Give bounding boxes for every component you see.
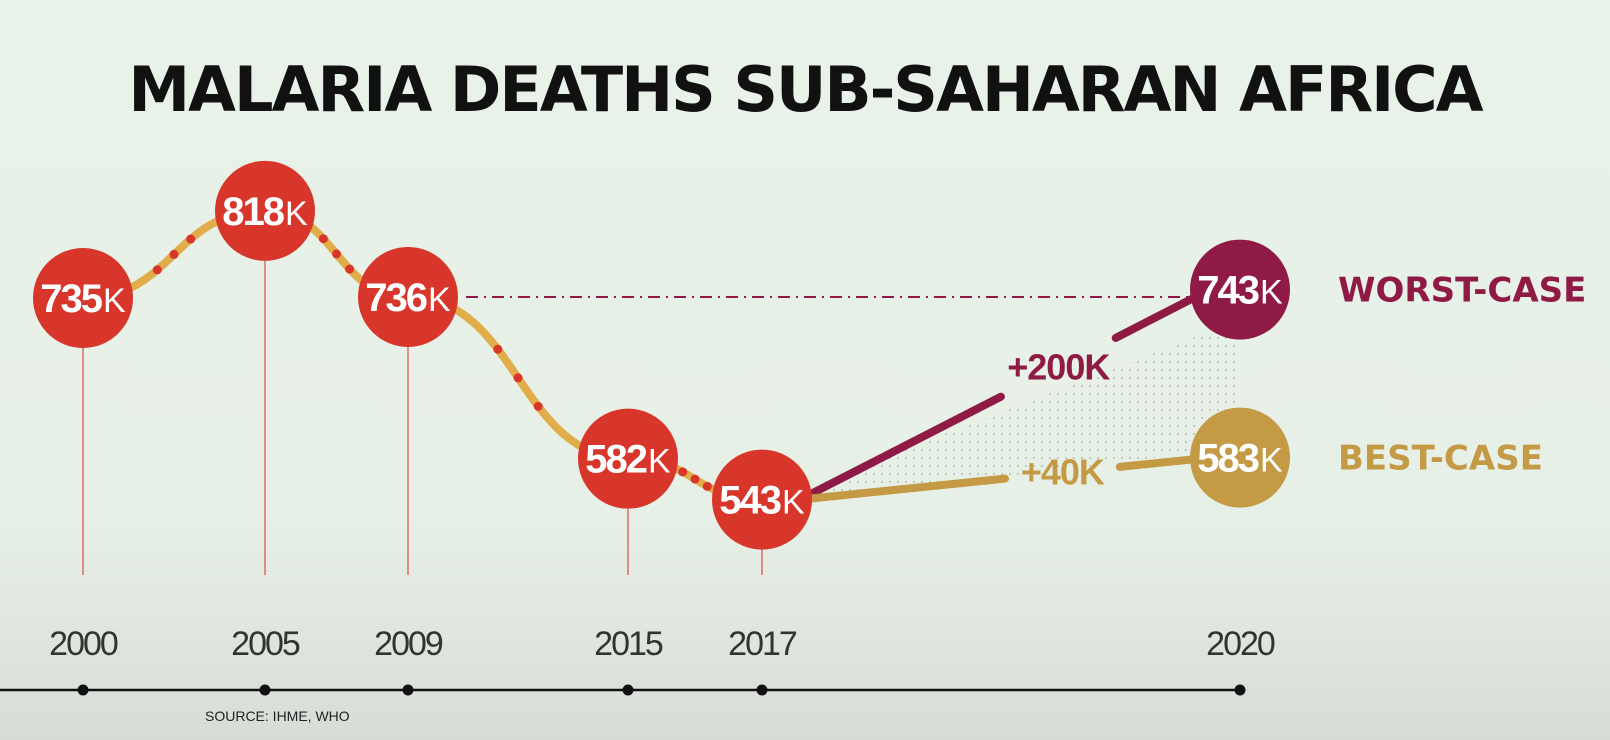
- line-marker-0-1: [169, 249, 179, 259]
- x-axis-tick-2015: [622, 684, 634, 696]
- data-bubble-2015-unit: K: [648, 443, 671, 481]
- x-axis-tick-2009: [402, 684, 414, 696]
- best-case-bubble: 583K: [1190, 407, 1290, 508]
- data-bubble-2000-value: 735: [40, 277, 102, 321]
- data-bubble-2017-unit: K: [782, 484, 805, 522]
- data-bubble-2017-label: 543K: [719, 479, 805, 523]
- source-note: SOURCE: IHME, WHO: [205, 708, 350, 724]
- x-tick-label-2017: 2017: [728, 625, 797, 663]
- line-marker-1-1: [332, 249, 341, 259]
- best-case-label: BEST-CASE: [1338, 439, 1543, 479]
- worst-case-bubble-label: 743K: [1197, 269, 1283, 313]
- data-bubble-2005-value: 818: [222, 190, 284, 234]
- data-bubble-2000-unit: K: [103, 282, 126, 320]
- data-bubble-2000-circle: [33, 248, 133, 348]
- chart-title: MALARIA DEATHS SUB-SAHARAN AFRICA: [128, 53, 1483, 126]
- data-bubble-2009-label: 736K: [365, 276, 451, 320]
- x-tick-label-2005: 2005: [231, 625, 300, 663]
- line-marker-3-2: [702, 481, 712, 491]
- line-marker-1-2: [345, 264, 355, 274]
- worst-case-bubble: 743K: [1190, 239, 1290, 340]
- projection-delta-label-0: +200K: [1007, 346, 1110, 387]
- line-marker-1-0: [318, 234, 328, 244]
- x-axis-tick-2020: [1234, 684, 1246, 696]
- worst-case-label: WORST-CASE: [1338, 271, 1586, 311]
- best-case-bubble-label: 583K: [1197, 437, 1283, 481]
- worst-case-bubble-circle: [1190, 239, 1290, 340]
- data-bubble-2009-value: 736: [365, 276, 426, 320]
- projection-line-1-a: [796, 474, 1009, 504]
- data-bubble-2015-value: 582: [585, 438, 646, 482]
- data-bubble-2017-circle: [712, 449, 812, 550]
- data-bubble-2005-unit: K: [285, 195, 308, 233]
- data-bubble-2017: 543K: [712, 449, 812, 550]
- x-tick-label-2015: 2015: [594, 625, 663, 663]
- best-case-bubble-circle: [1190, 407, 1290, 508]
- data-bubble-2015: 582K: [578, 408, 678, 509]
- data-bubble-2009-unit: K: [428, 281, 451, 319]
- data-bubble-2005-circle: [215, 160, 315, 261]
- projection-delta-label-1: +40K: [1021, 452, 1105, 493]
- line-marker-0-2: [186, 234, 196, 244]
- data-bubble-2000: 735K: [33, 248, 133, 348]
- line-marker-2-2: [533, 401, 543, 411]
- data-bubble-2015-circle: [578, 408, 678, 509]
- line-marker-2-1: [513, 373, 523, 383]
- worst-case-bubble-value: 743: [1197, 269, 1258, 313]
- best-case-bubble-value: 583: [1197, 437, 1258, 481]
- line-marker-3-1: [690, 474, 700, 484]
- x-axis-tick-2000: [77, 684, 89, 696]
- line-marker-0-0: [152, 265, 162, 275]
- line-marker-2-0: [493, 344, 503, 354]
- data-bubble-2000-label: 735K: [40, 277, 126, 321]
- projection-range-area: [802, 319, 1240, 502]
- x-tick-label-2009: 2009: [374, 625, 443, 663]
- worst-case-bubble-unit: K: [1260, 274, 1283, 312]
- x-axis-tick-2005: [259, 684, 271, 696]
- data-bubble-2009-circle: [358, 246, 458, 347]
- data-bubble-2005-label: 818K: [222, 190, 308, 234]
- best-case-bubble-unit: K: [1260, 442, 1283, 480]
- data-bubble-2015-label: 582K: [585, 438, 671, 482]
- plot-area: 2000 2005 2009 2015 2017 2020+200K+40K735K818…: [0, 160, 1586, 696]
- data-bubble-2017-value: 543: [719, 479, 780, 523]
- projection-line-0-a: [796, 392, 1005, 504]
- x-tick-label-2020: 2020: [1206, 625, 1275, 663]
- data-bubble-2005: 818K: [215, 160, 315, 261]
- line-marker-3-0: [678, 467, 688, 477]
- x-axis-tick-2017: [756, 684, 768, 696]
- data-bubble-2009: 736K: [358, 246, 458, 347]
- x-tick-label-2000: 2000: [49, 625, 118, 663]
